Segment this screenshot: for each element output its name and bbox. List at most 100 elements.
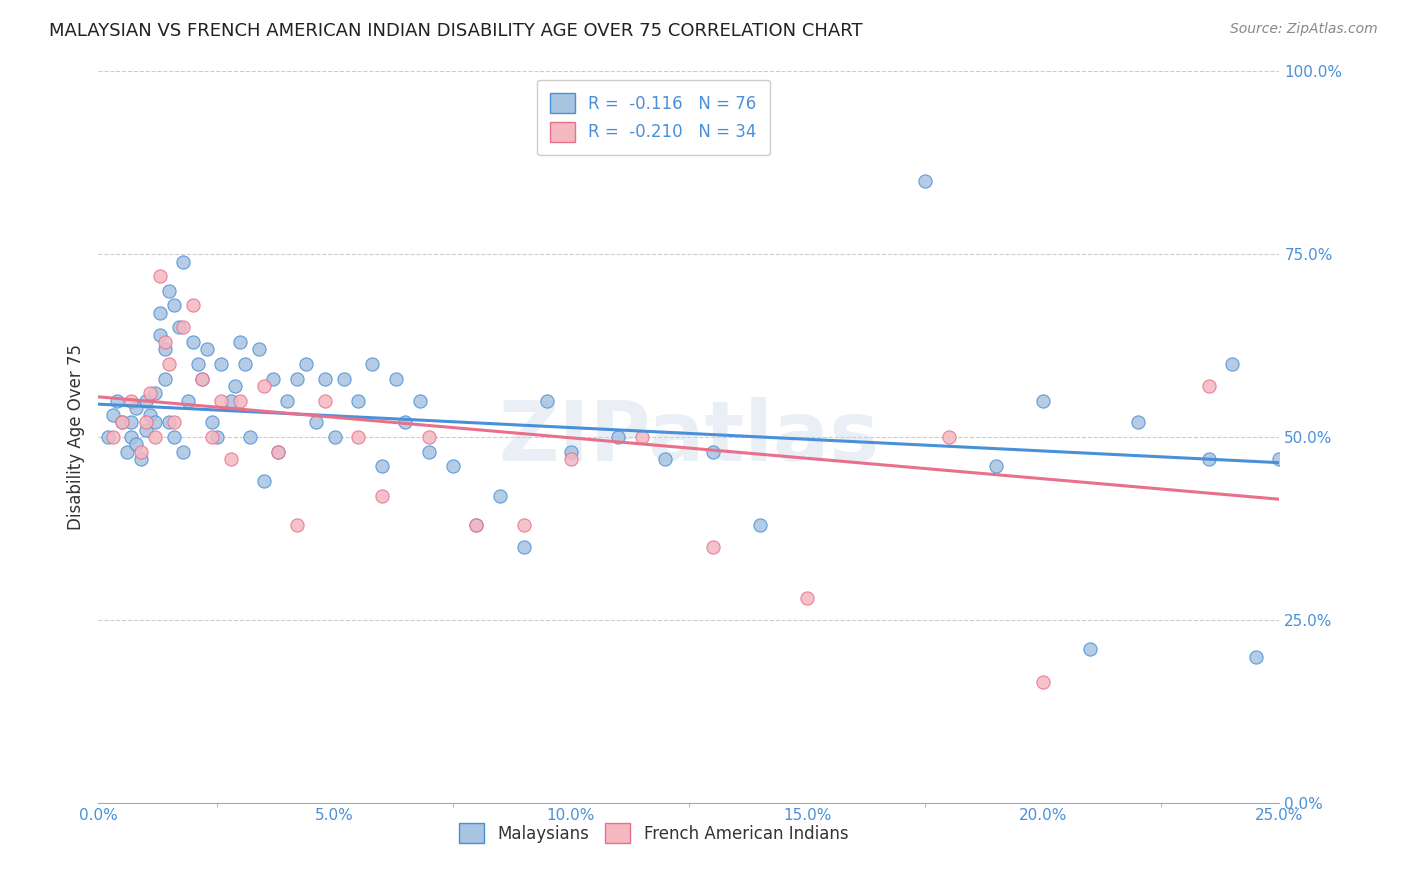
Point bbox=[239, 430, 262, 444]
Point bbox=[153, 371, 176, 385]
Point bbox=[253, 474, 276, 488]
Point bbox=[149, 306, 172, 320]
Point bbox=[191, 371, 214, 385]
Point bbox=[654, 452, 676, 467]
Point bbox=[219, 452, 242, 467]
Point bbox=[560, 444, 582, 458]
Point bbox=[135, 416, 157, 430]
Point bbox=[512, 517, 534, 532]
Point bbox=[361, 357, 384, 371]
Point bbox=[465, 517, 488, 532]
Point bbox=[121, 393, 143, 408]
Point bbox=[1198, 379, 1220, 393]
Point bbox=[163, 430, 186, 444]
Point bbox=[191, 371, 214, 385]
Point bbox=[97, 430, 120, 444]
Point bbox=[177, 393, 200, 408]
Point bbox=[314, 393, 336, 408]
Text: ZIPatlas: ZIPatlas bbox=[499, 397, 879, 477]
Point bbox=[253, 379, 276, 393]
Point bbox=[121, 416, 143, 430]
Point bbox=[1220, 357, 1243, 371]
Point bbox=[702, 444, 724, 458]
Point bbox=[143, 386, 166, 401]
Point bbox=[630, 430, 652, 444]
Point bbox=[181, 334, 204, 349]
Point bbox=[408, 393, 430, 408]
Point bbox=[233, 357, 256, 371]
Point bbox=[394, 416, 416, 430]
Point bbox=[371, 489, 394, 503]
Point bbox=[172, 254, 194, 268]
Point bbox=[1032, 393, 1054, 408]
Point bbox=[105, 393, 128, 408]
Point bbox=[111, 416, 134, 430]
Point bbox=[209, 357, 232, 371]
Point bbox=[181, 298, 204, 312]
Point bbox=[314, 371, 336, 385]
Point bbox=[333, 371, 356, 385]
Point bbox=[143, 430, 166, 444]
Point bbox=[129, 452, 152, 467]
Point bbox=[262, 371, 284, 385]
Point bbox=[1126, 416, 1149, 430]
Point bbox=[163, 298, 186, 312]
Point bbox=[560, 452, 582, 467]
Point bbox=[796, 591, 818, 605]
Point bbox=[167, 320, 190, 334]
Point bbox=[153, 334, 176, 349]
Point bbox=[418, 430, 440, 444]
Point bbox=[139, 408, 162, 422]
Point bbox=[267, 444, 290, 458]
Point bbox=[512, 540, 534, 554]
Legend: Malaysians, French American Indians: Malaysians, French American Indians bbox=[446, 810, 862, 856]
Point bbox=[536, 393, 558, 408]
Text: Source: ZipAtlas.com: Source: ZipAtlas.com bbox=[1230, 22, 1378, 37]
Point bbox=[135, 393, 157, 408]
Point bbox=[607, 430, 630, 444]
Point bbox=[267, 444, 290, 458]
Point bbox=[347, 430, 370, 444]
Point bbox=[187, 357, 209, 371]
Point bbox=[1268, 452, 1291, 467]
Point bbox=[135, 423, 157, 437]
Point bbox=[115, 444, 138, 458]
Point bbox=[1080, 642, 1102, 657]
Point bbox=[121, 430, 143, 444]
Point bbox=[1198, 452, 1220, 467]
Point bbox=[172, 320, 194, 334]
Point bbox=[201, 430, 224, 444]
Point bbox=[914, 174, 936, 188]
Point bbox=[385, 371, 408, 385]
Point bbox=[247, 343, 270, 357]
Point bbox=[101, 430, 124, 444]
Y-axis label: Disability Age Over 75: Disability Age Over 75 bbox=[66, 344, 84, 530]
Point bbox=[111, 416, 134, 430]
Point bbox=[157, 416, 180, 430]
Point bbox=[938, 430, 960, 444]
Text: MALAYSIAN VS FRENCH AMERICAN INDIAN DISABILITY AGE OVER 75 CORRELATION CHART: MALAYSIAN VS FRENCH AMERICAN INDIAN DISA… bbox=[49, 22, 863, 40]
Point bbox=[125, 401, 148, 415]
Point bbox=[276, 393, 298, 408]
Point bbox=[149, 327, 172, 342]
Point bbox=[441, 459, 464, 474]
Point bbox=[229, 393, 252, 408]
Point bbox=[489, 489, 512, 503]
Point bbox=[748, 517, 770, 532]
Point bbox=[323, 430, 346, 444]
Point bbox=[229, 334, 252, 349]
Point bbox=[224, 379, 246, 393]
Point bbox=[201, 416, 224, 430]
Point bbox=[139, 386, 162, 401]
Point bbox=[153, 343, 176, 357]
Point bbox=[371, 459, 394, 474]
Point bbox=[1032, 675, 1054, 690]
Point bbox=[195, 343, 218, 357]
Point bbox=[285, 371, 308, 385]
Point bbox=[285, 517, 308, 532]
Point bbox=[125, 437, 148, 451]
Point bbox=[465, 517, 488, 532]
Point bbox=[295, 357, 318, 371]
Point bbox=[157, 357, 180, 371]
Point bbox=[163, 416, 186, 430]
